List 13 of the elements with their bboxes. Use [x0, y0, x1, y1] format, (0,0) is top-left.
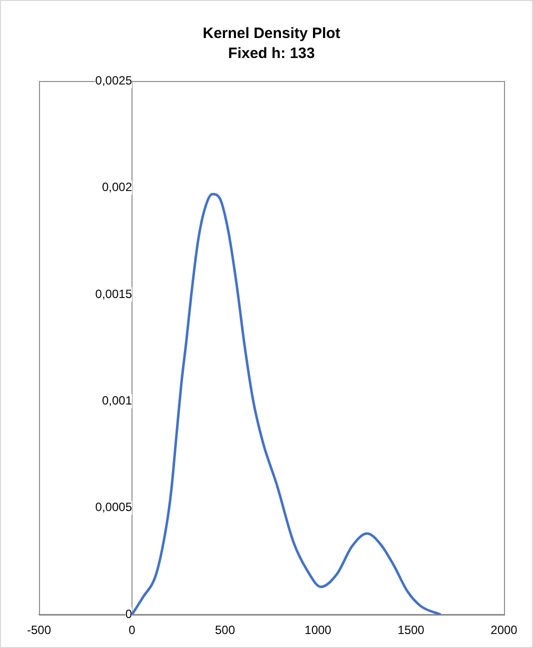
chart-title: Kernel Density Plot — [202, 25, 340, 42]
y-tick-label: 0,0015 — [95, 286, 132, 301]
x-tick-label: 2000 — [490, 623, 518, 638]
y-tick-label: 0,0005 — [95, 500, 132, 514]
x-tick-label: -500 — [26, 623, 52, 638]
x-tick-label: 1000 — [304, 623, 332, 638]
y-tick-label: 0 — [125, 606, 132, 621]
chart-subtitle: Fixed h: 133 — [228, 45, 315, 62]
x-tick-label: 500 — [214, 623, 236, 638]
x-tick-label: 1500 — [398, 623, 425, 638]
y-tick-label: 0,002 — [102, 180, 132, 194]
y-tick-label: 0,001 — [102, 393, 132, 408]
y-tick-label: 0,0025 — [95, 73, 132, 88]
